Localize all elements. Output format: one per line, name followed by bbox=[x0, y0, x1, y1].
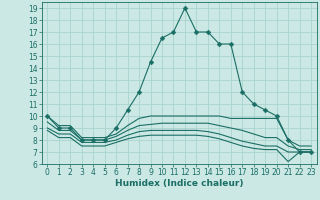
X-axis label: Humidex (Indice chaleur): Humidex (Indice chaleur) bbox=[115, 179, 244, 188]
